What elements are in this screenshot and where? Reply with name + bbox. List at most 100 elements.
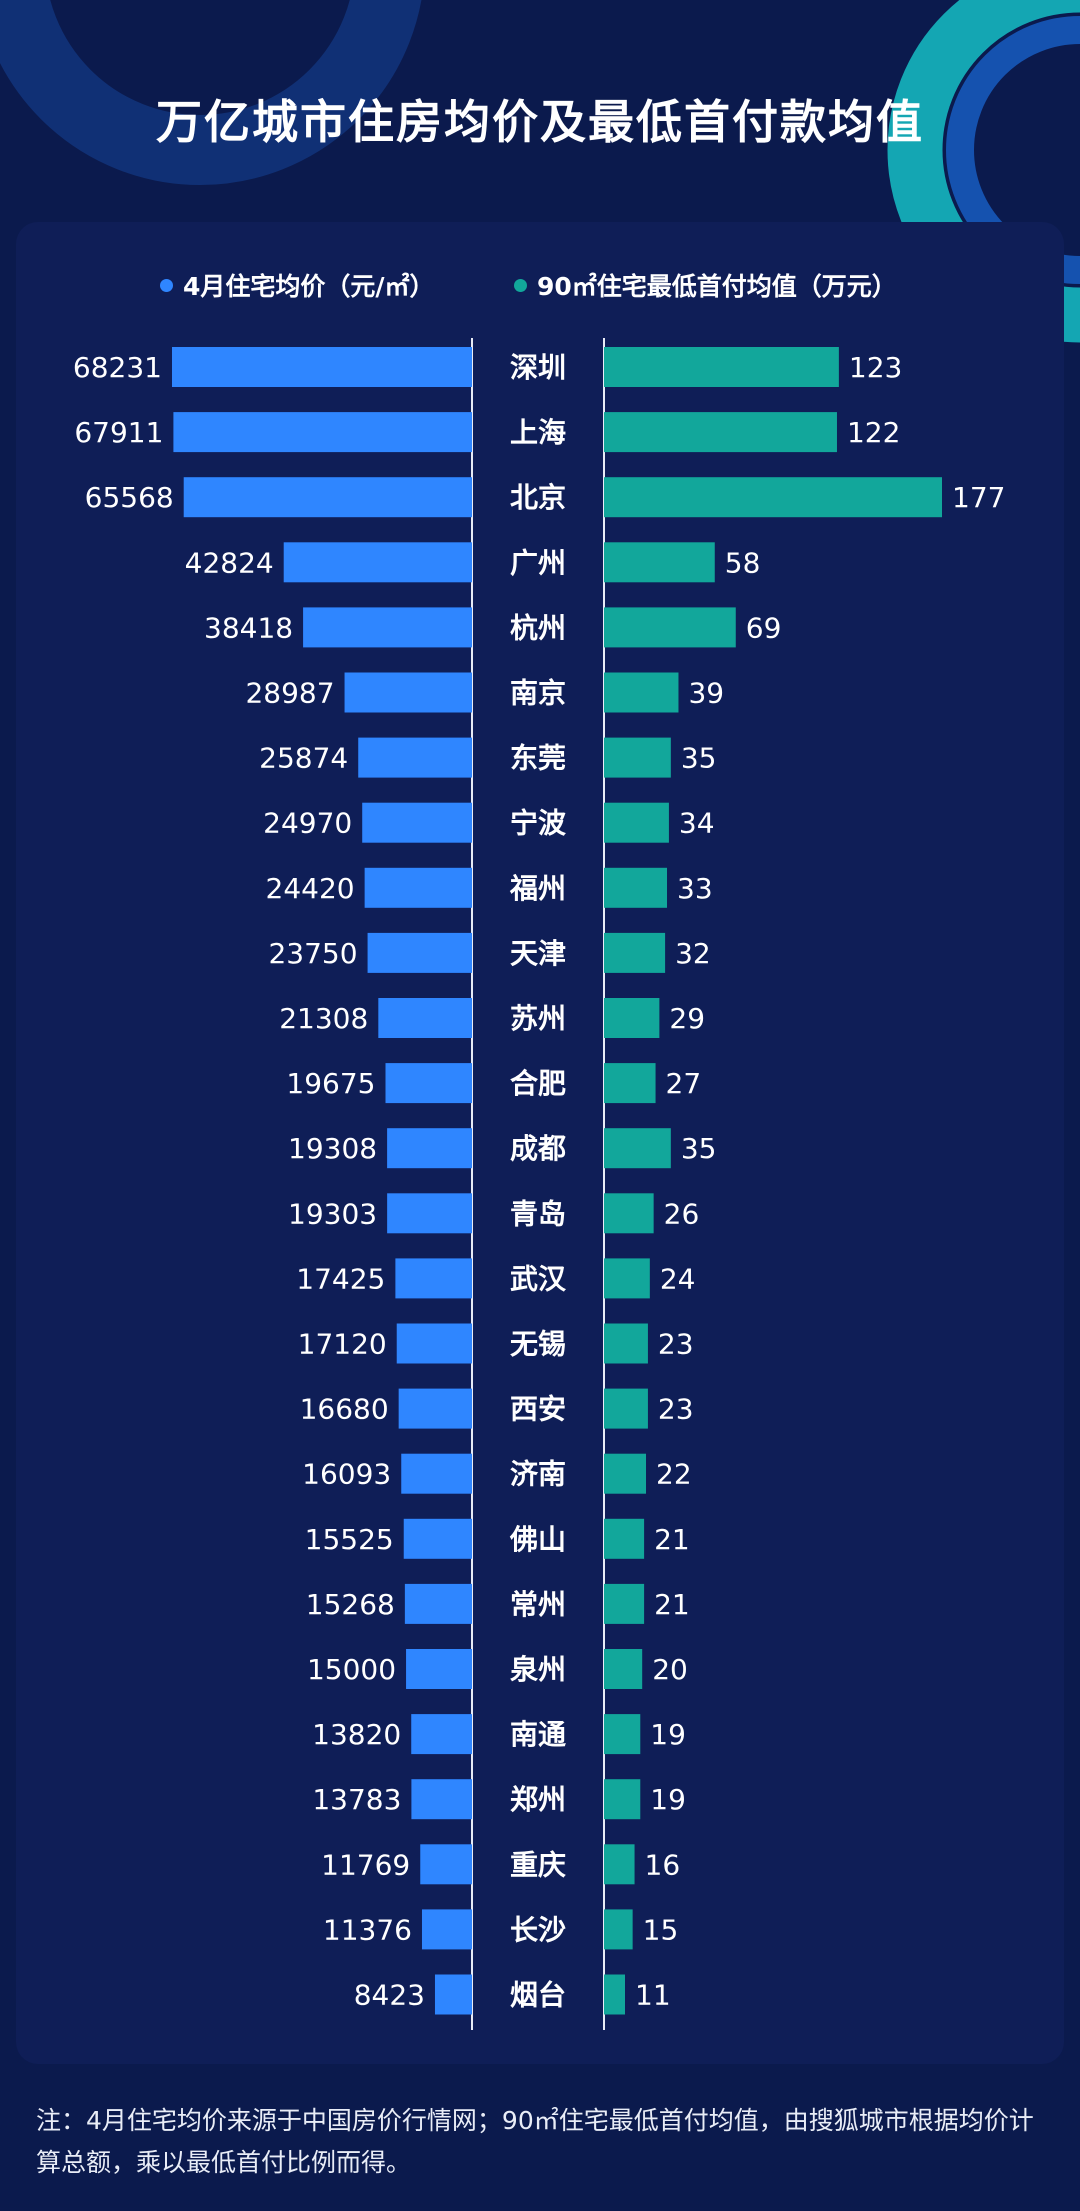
category-label: 南京 [510,677,566,710]
right-value-label: 69 [746,611,782,644]
left-value-label: 19303 [288,1197,377,1230]
category-label: 成都 [510,1132,566,1165]
left-bar [420,1844,472,1885]
right-bar [604,542,715,583]
right-value-label: 35 [681,1132,717,1165]
legend-left-label: 4月住宅均价（元/㎡） [183,272,435,301]
footnote: 注：4月住宅均价来源于中国房价行情网；90㎡住宅最低首付均值，由搜狐城市根据均价… [36,2106,1034,2177]
left-bar [173,412,472,453]
right-bar [604,998,660,1038]
left-bar [378,998,472,1038]
left-value-label: 13783 [312,1783,401,1816]
right-bar [604,1453,647,1494]
legend-left: 4月住宅均价（元/㎡） [160,267,435,303]
left-value-label: 19308 [288,1132,377,1165]
category-label: 杭州 [510,611,566,644]
category-label: 上海 [510,416,566,449]
left-value-label: 17120 [298,1328,387,1361]
left-value-label: 21308 [279,1002,368,1035]
left-value-label: 24970 [263,807,352,840]
category-label: 常州 [510,1588,566,1621]
right-value-label: 35 [681,742,717,775]
right-value-label: 39 [688,677,724,710]
right-value-label: 22 [656,1458,692,1491]
legend-left-marker [160,278,173,292]
right-bar [604,867,668,908]
category-label: 宁波 [510,807,567,840]
left-value-label: 15268 [306,1588,395,1621]
right-bar [604,607,736,648]
right-value-label: 34 [679,807,715,840]
right-value-label: 58 [725,546,761,579]
left-bar [411,1714,472,1755]
right-bar [604,1063,656,1104]
right-bar [604,1714,641,1755]
left-bar [303,607,472,648]
left-bar [362,802,472,843]
category-label: 重庆 [510,1848,566,1881]
right-value-label: 19 [650,1783,686,1816]
right-bar [604,1779,641,1820]
left-bar [385,1063,472,1104]
right-value-label: 24 [660,1262,696,1295]
left-value-label: 8423 [354,1979,425,2012]
left-bar [344,672,472,713]
left-bar [367,932,472,973]
right-bar [604,1388,648,1429]
right-bar [604,1193,654,1234]
left-value-label: 65568 [85,481,174,514]
category-label: 长沙 [510,1913,566,1946]
left-value-label: 15000 [307,1653,396,1686]
category-label: 合肥 [510,1067,566,1100]
left-value-label: 16093 [302,1458,391,1491]
right-value-label: 123 [849,351,902,384]
legend-right: 90㎡住宅最低首付均值（万元） [514,267,897,303]
right-bar [604,1128,671,1169]
left-bar [358,737,472,778]
category-label: 北京 [510,481,566,514]
category-label: 烟台 [510,1979,566,2012]
right-bar [604,737,671,778]
category-label: 南通 [510,1718,566,1751]
category-label: 武汉 [510,1262,567,1295]
right-value-label: 15 [643,1913,679,1946]
right-value-label: 19 [650,1718,686,1751]
category-label: 佛山 [509,1523,566,1556]
right-bar [604,412,837,453]
category-label: 西安 [510,1393,566,1426]
left-bar [283,542,472,583]
left-bar [434,1974,472,2015]
right-bar [604,1518,645,1559]
left-value-label: 17425 [296,1262,385,1295]
right-value-label: 21 [654,1588,690,1621]
left-value-label: 11769 [321,1848,410,1881]
legend-right-marker [514,278,527,292]
category-label: 青岛 [510,1197,566,1230]
left-value-label: 11376 [323,1913,412,1946]
right-value-label: 33 [677,872,713,905]
right-bar [604,802,669,843]
left-bar [387,1193,472,1234]
left-value-label: 19675 [286,1067,375,1100]
left-bar [396,1323,472,1364]
left-bar [404,1583,472,1624]
left-value-label: 16680 [300,1393,389,1426]
category-label: 东莞 [510,742,566,775]
category-label: 苏州 [510,1002,566,1035]
category-label: 天津 [510,937,566,970]
category-label: 无锡 [510,1328,566,1361]
left-bar [364,867,472,908]
right-value-label: 16 [645,1848,681,1881]
left-value-label: 23750 [268,937,357,970]
right-bar [604,347,839,387]
left-bar [398,1388,472,1429]
left-bar [406,1649,472,1689]
right-value-label: 27 [666,1067,702,1100]
legend-right-label: 90㎡住宅最低首付均值（万元） [537,272,897,301]
category-label: 广州 [510,546,566,579]
category-label: 郑州 [510,1783,566,1816]
right-bar [604,1909,633,1950]
right-value-label: 26 [664,1197,700,1230]
left-bar [387,1128,472,1169]
